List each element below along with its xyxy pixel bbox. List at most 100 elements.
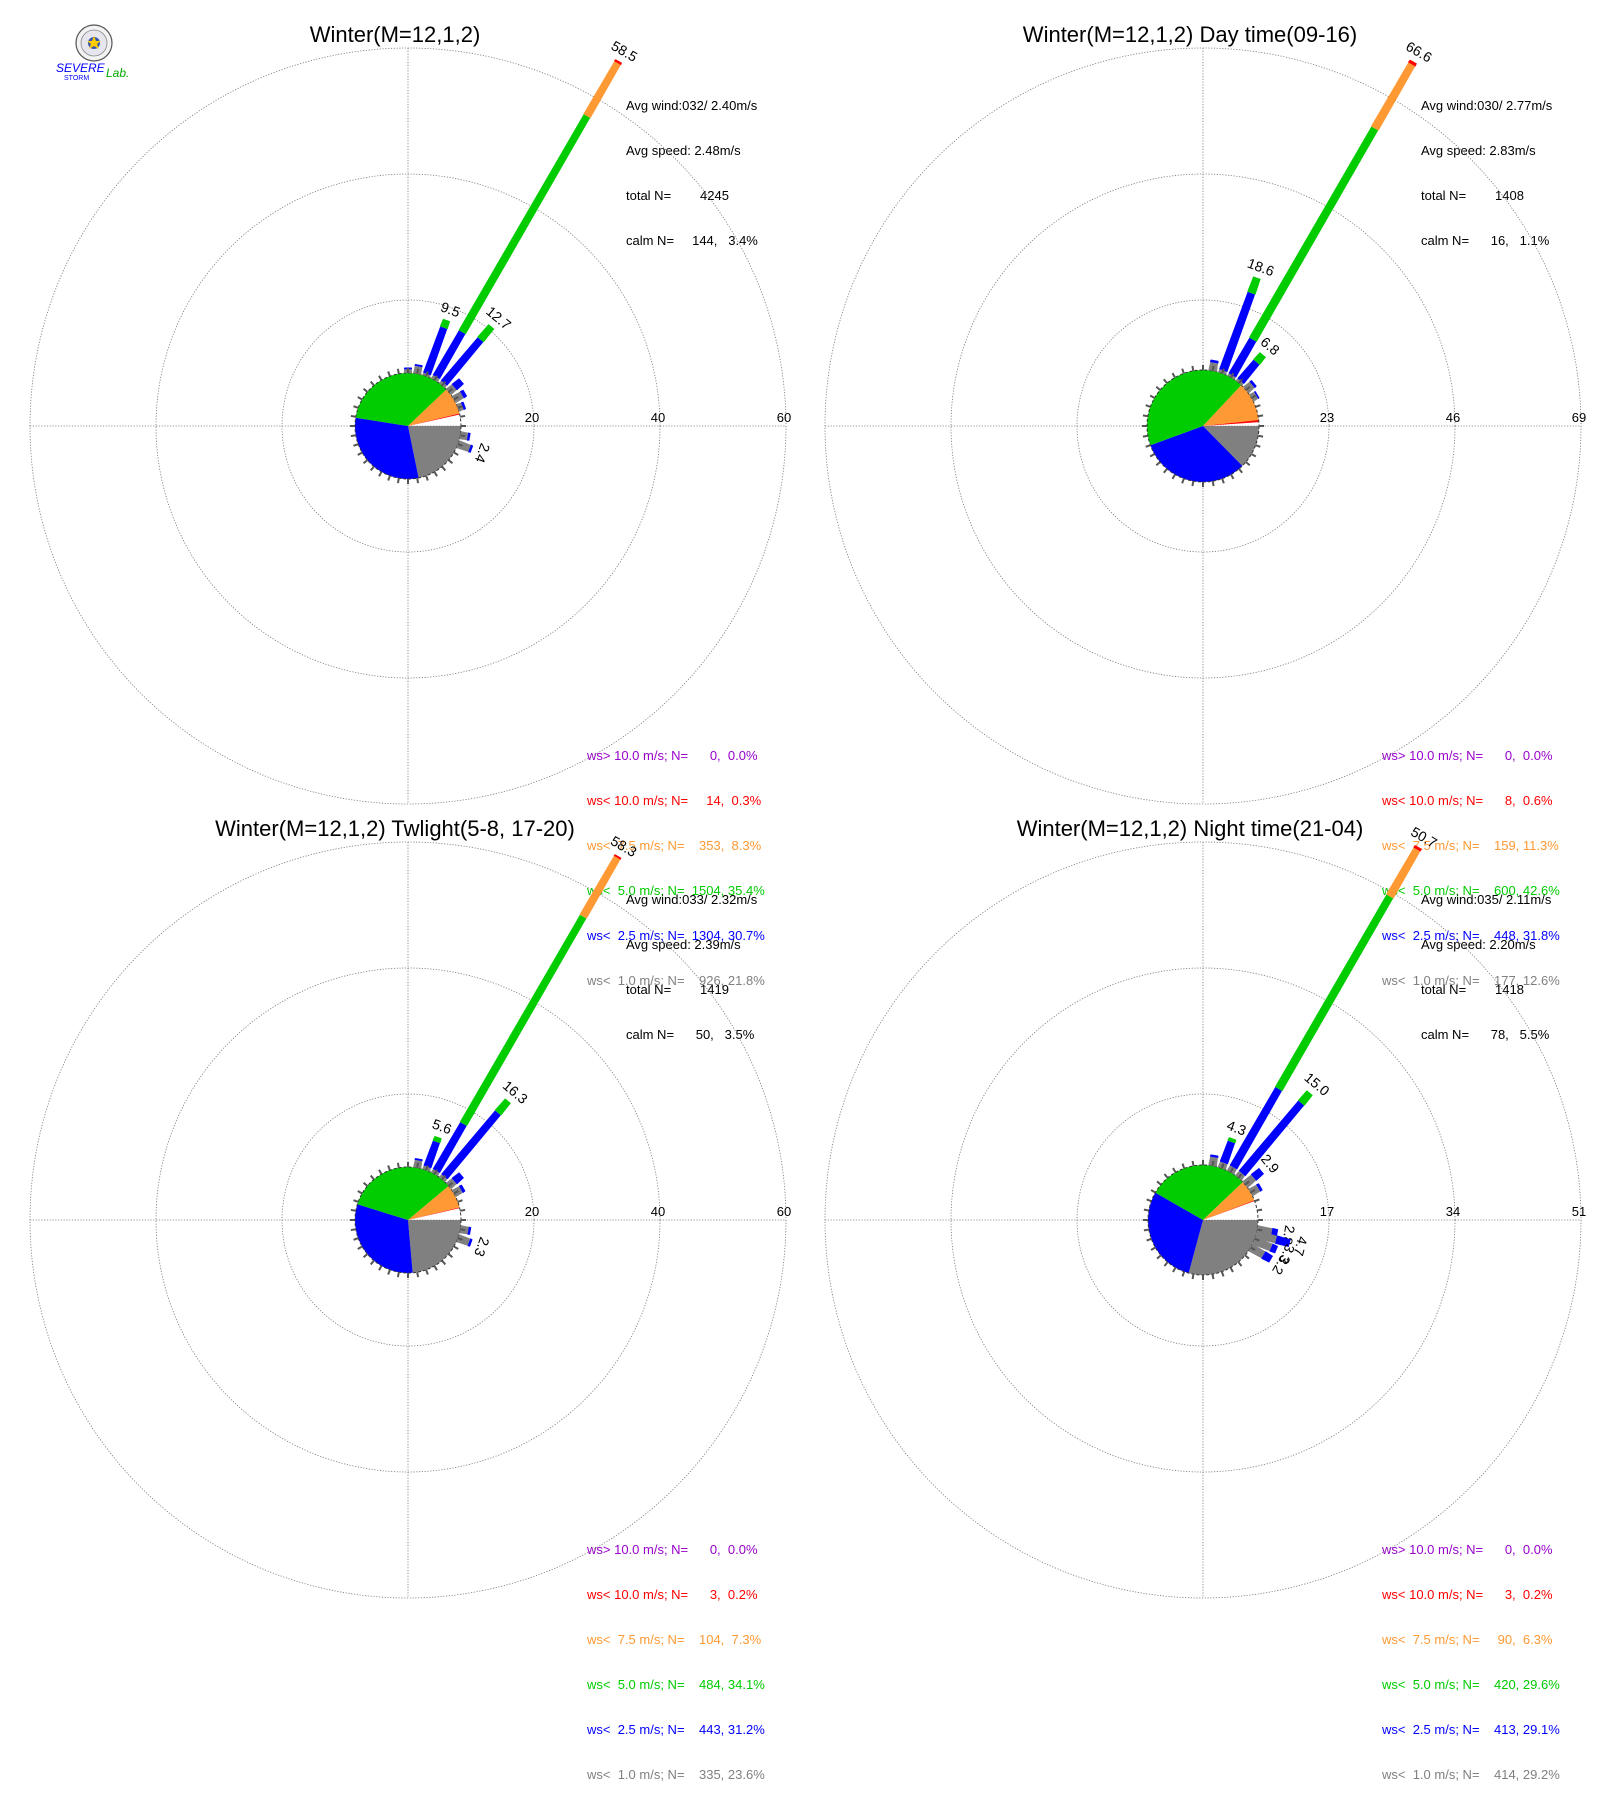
direction-tick [1220,1271,1225,1277]
direction-bar-segment [1261,1251,1274,1263]
ring-label: 51 [1572,1204,1586,1219]
direction-tick [396,1162,400,1168]
direction-tick [369,380,375,387]
direction-tick [1150,1189,1156,1194]
panel-2-legend-ws-lt-7-5: ws< 7.5 m/s; N= 159, 11.3% [1382,838,1559,853]
direction-bar-label: 5.6 [430,1116,454,1138]
panel-4-total-n: total N= 1418 [1421,982,1524,997]
direction-bar-segment [1370,62,1416,131]
wind-rose-3: 20 40 605.658.316.32.3 [29,832,791,1599]
direction-bar-segment [1256,1183,1263,1192]
direction-tick [416,1272,420,1278]
panel-3-total-n: total N= 1419 [626,982,729,997]
direction-tick [1191,480,1195,487]
logo-text-a: SEVERE [56,61,106,75]
direction-bar-segment [451,378,464,391]
direction-bar-label: 2.4 [472,441,494,465]
direction-bar-segment [613,854,622,860]
pie-slice [1147,370,1242,446]
ring-label: 20 [525,1204,539,1219]
direction-tick [350,434,356,438]
direction-bar-segment [467,1238,473,1247]
severe-storm-lab-logo: SEVERE STORM Lab. [56,24,129,82]
direction-tick [1230,372,1235,379]
ring-label: 60 [777,410,791,425]
panel-1-stats: Avg wind:032/ 2.40m/s Avg speed: 2.48m/s… [626,68,758,278]
direction-tick [1245,386,1251,391]
direction-bar-label: 4.3 [1225,1117,1249,1139]
pie-slice [355,372,447,426]
direction-bar-segment [460,401,467,411]
direction-tick [387,371,391,377]
direction-tick [1191,1160,1195,1167]
pie-slice [1203,385,1259,426]
direction-bar-segment [1274,1235,1291,1247]
pie-slice [408,1220,461,1273]
pie-slice [1155,1165,1243,1220]
direction-tick [416,368,420,374]
direction-tick [1221,368,1225,374]
direction-tick [433,1169,438,1175]
direction-tick [378,1169,383,1175]
direction-tick [396,368,400,374]
direction-tick [1163,468,1168,474]
pie-slice [1150,426,1243,483]
wind-rose-figure: SEVERE STORM Lab. Winter(M=12,1,2) Avg w… [29,22,1586,1782]
direction-tick [453,1190,459,1195]
direction-tick [1163,378,1168,384]
panel-1-total-n: total N= 4245 [626,188,729,203]
pie-slice [408,1185,460,1220]
direction-tick [350,1208,356,1212]
direction-bar-segment [414,1157,423,1162]
direction-bar-label: 58.5 [609,37,641,65]
panel-1-legend-ws-lt-10: ws< 10.0 m/s; N= 14, 0.3% [587,793,762,808]
direction-tick [1257,434,1264,438]
direction-bar-segment [458,1184,466,1194]
direction-bar-segment [1249,126,1379,342]
direction-bar-segment [1237,359,1260,384]
direction-tick [1244,1180,1250,1186]
pie-slice [355,417,419,479]
direction-bar-segment [1386,847,1421,899]
direction-bar-segment [1219,291,1256,372]
panel-3-title: Winter(M=12,1,2) Twlight(5-8, 17-20) [215,816,575,841]
direction-bar-label: 66.6 [1403,38,1435,66]
direction-tick [1181,1163,1186,1169]
direction-tick [362,387,369,393]
direction-bar-segment [432,1122,467,1174]
direction-tick [453,1245,459,1250]
pie-slice [1148,1192,1203,1274]
direction-tick [1211,365,1215,372]
direction-tick [1229,1167,1234,1173]
direction-bar-label: 58.3 [608,832,640,860]
direction-tick [353,1237,359,1241]
panel-1-title: Winter(M=12,1,2) [309,22,481,47]
direction-tick [1155,461,1161,466]
panel-1-legend-ws-lt-1: ws< 1.0 m/s; N= 926, 21.8% [587,973,765,988]
direction-tick [1171,372,1176,379]
direction-bar-segment [459,389,468,399]
panel-3-avg-speed: Avg speed: 2.39m/s [626,937,741,952]
direction-bar-segment [456,1234,471,1246]
direction-tick [357,1245,363,1250]
direction-tick [441,465,447,472]
ring-label: 46 [1446,410,1460,425]
panel-3-legend-ws-lt-1: ws< 1.0 m/s; N= 335, 23.6% [587,1767,765,1782]
direction-tick [425,1269,429,1275]
direction-tick [353,405,359,409]
direction-tick [1244,1254,1250,1260]
direction-tick [1181,478,1185,484]
direction-tick [457,1199,463,1203]
direction-tick [1255,444,1261,448]
direction-bar-segment [583,61,621,119]
panel-4-legend-ws-lt-1: ws< 1.0 m/s; N= 414, 29.2% [1382,1767,1560,1782]
panel-4-calm-n: calm N= 78, 5.5% [1421,1027,1550,1042]
direction-tick [1163,1261,1169,1267]
direction-tick [416,478,420,484]
direction-tick [1254,1198,1260,1203]
direction-tick [1250,453,1257,458]
pie-slice [408,1207,460,1220]
direction-tick [441,380,447,387]
direction-tick [387,475,391,481]
direction-bar-segment [432,1135,442,1144]
